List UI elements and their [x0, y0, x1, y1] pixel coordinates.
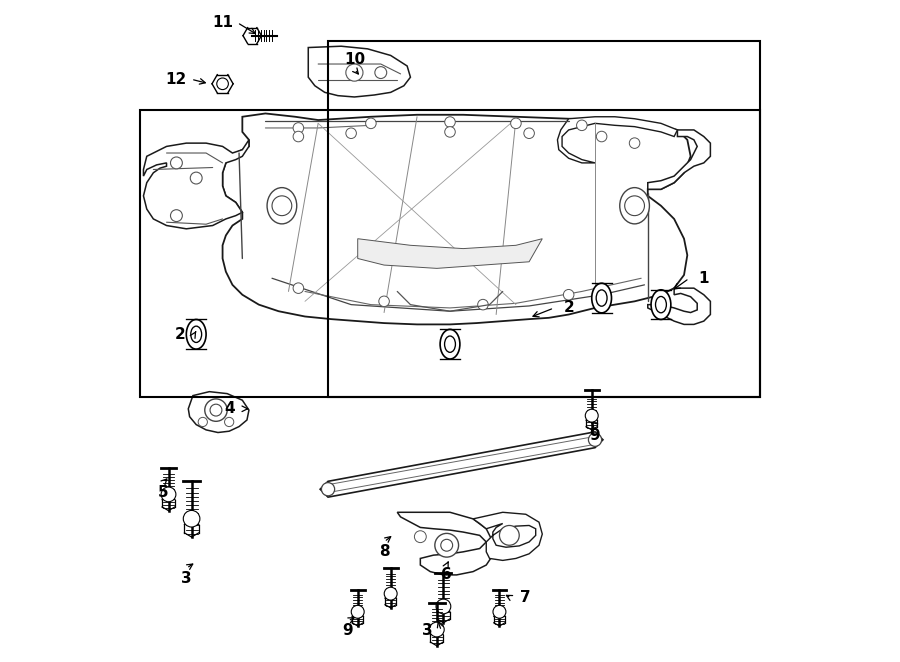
Circle shape	[351, 605, 364, 618]
Ellipse shape	[620, 187, 650, 224]
Ellipse shape	[596, 290, 608, 307]
Circle shape	[346, 64, 363, 81]
Ellipse shape	[191, 326, 202, 342]
Circle shape	[563, 289, 574, 300]
Circle shape	[478, 299, 488, 310]
Text: 9: 9	[343, 624, 353, 638]
Circle shape	[435, 534, 459, 557]
Circle shape	[379, 296, 390, 307]
Text: 3: 3	[421, 624, 432, 638]
Circle shape	[445, 126, 455, 137]
Text: 8: 8	[379, 544, 390, 559]
Circle shape	[321, 483, 335, 496]
Circle shape	[210, 404, 222, 416]
Circle shape	[589, 433, 601, 446]
Circle shape	[441, 540, 453, 551]
Polygon shape	[188, 392, 249, 432]
Circle shape	[365, 118, 376, 128]
Circle shape	[597, 131, 607, 142]
Text: 10: 10	[344, 52, 365, 67]
Ellipse shape	[267, 187, 297, 224]
Text: 2: 2	[563, 301, 574, 315]
Bar	[140, 110, 760, 397]
Text: 12: 12	[166, 71, 187, 87]
Circle shape	[510, 118, 521, 128]
Circle shape	[500, 526, 519, 545]
Text: 6: 6	[441, 567, 452, 583]
Circle shape	[445, 117, 455, 127]
Text: 1: 1	[698, 271, 709, 286]
Circle shape	[414, 531, 427, 543]
Polygon shape	[397, 512, 493, 575]
Polygon shape	[648, 288, 710, 324]
Text: 2: 2	[175, 327, 185, 342]
Circle shape	[436, 599, 451, 614]
Text: 7: 7	[520, 591, 531, 606]
Circle shape	[524, 128, 535, 138]
Circle shape	[217, 78, 229, 89]
Text: 3: 3	[181, 571, 192, 586]
Circle shape	[170, 157, 183, 169]
Bar	[328, 41, 760, 397]
Polygon shape	[648, 130, 710, 189]
Ellipse shape	[186, 320, 206, 349]
Polygon shape	[320, 432, 603, 497]
Ellipse shape	[445, 336, 455, 352]
Circle shape	[170, 210, 183, 222]
Polygon shape	[357, 239, 543, 268]
Polygon shape	[557, 117, 678, 163]
Polygon shape	[309, 46, 410, 97]
Circle shape	[374, 67, 387, 79]
Circle shape	[384, 587, 397, 600]
Polygon shape	[473, 512, 543, 561]
Circle shape	[577, 120, 587, 130]
Circle shape	[198, 417, 207, 426]
Circle shape	[293, 283, 303, 293]
Circle shape	[224, 417, 234, 426]
Ellipse shape	[591, 283, 611, 313]
Polygon shape	[143, 140, 249, 229]
Circle shape	[272, 196, 292, 216]
Circle shape	[493, 605, 506, 618]
Text: 11: 11	[212, 15, 233, 30]
Circle shape	[205, 399, 227, 421]
Circle shape	[184, 510, 200, 527]
Text: 9: 9	[590, 428, 600, 443]
Text: 5: 5	[158, 485, 168, 500]
Circle shape	[293, 131, 303, 142]
Circle shape	[161, 487, 176, 502]
Circle shape	[625, 196, 644, 216]
Ellipse shape	[651, 290, 670, 320]
Circle shape	[346, 128, 356, 138]
Circle shape	[293, 122, 303, 133]
Ellipse shape	[655, 297, 666, 312]
Ellipse shape	[440, 330, 460, 359]
Circle shape	[190, 172, 203, 184]
Text: 4: 4	[224, 401, 235, 416]
Polygon shape	[222, 113, 690, 324]
Circle shape	[629, 138, 640, 148]
Circle shape	[585, 409, 598, 422]
Circle shape	[429, 622, 445, 637]
